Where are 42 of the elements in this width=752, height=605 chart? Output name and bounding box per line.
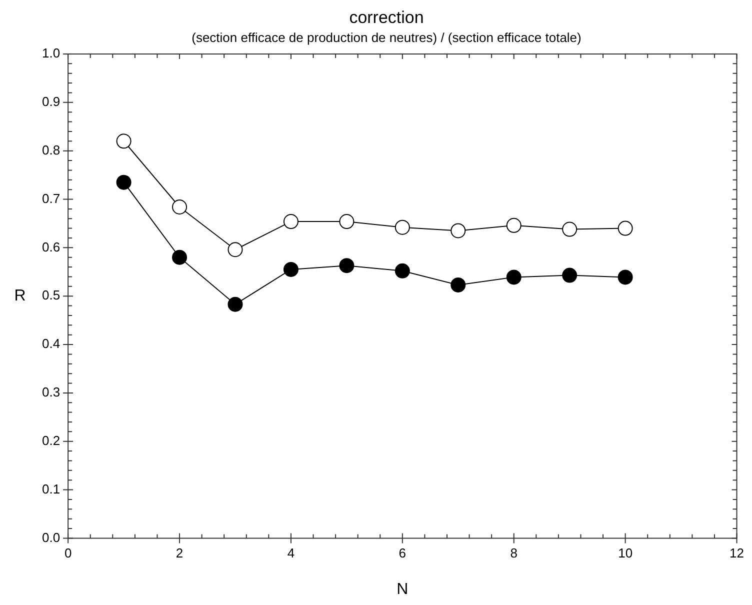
y-tick-label: 0.5 <box>42 288 60 303</box>
y-tick-label: 0.6 <box>42 239 60 254</box>
point <box>283 214 298 230</box>
point <box>228 242 243 258</box>
point <box>618 220 633 236</box>
point <box>339 214 354 230</box>
y-tick-label: 0.3 <box>42 384 60 400</box>
x-axis-title: N <box>396 580 408 598</box>
chart-title: correction <box>349 8 424 27</box>
point <box>506 270 522 285</box>
x-tick-label: 2 <box>176 546 184 561</box>
point <box>450 223 466 238</box>
point <box>339 258 354 274</box>
x-tick-label: 4 <box>287 546 295 561</box>
y-axis-title: R <box>14 288 26 305</box>
y-tick-label: 0.4 <box>42 336 60 352</box>
x-tick-label: 10 <box>618 546 633 561</box>
y-tick-label: 0.7 <box>42 190 60 206</box>
point <box>562 268 578 283</box>
point <box>116 174 132 190</box>
point <box>618 270 633 285</box>
point <box>172 200 188 215</box>
chart-subtitle: (section efficace de production de neutres) / (section efficace totale) <box>192 30 582 45</box>
y-tick-label: 0.0 <box>42 530 60 545</box>
point <box>283 262 298 277</box>
x-tick-label: 12 <box>730 546 744 561</box>
y-tick-label: 0.1 <box>42 481 60 496</box>
point <box>562 222 578 237</box>
point <box>172 250 188 265</box>
point <box>450 277 466 292</box>
y-tick-label: 0.2 <box>42 432 60 448</box>
x-tick-label: 6 <box>398 546 406 561</box>
point <box>394 220 410 235</box>
point <box>116 134 132 149</box>
point <box>228 296 243 312</box>
point <box>394 263 410 278</box>
point <box>506 218 522 233</box>
y-tick-label: 1.0 <box>42 46 60 61</box>
x-tick-label: 0 <box>64 546 72 561</box>
y-tick-label: 0.8 <box>42 142 60 158</box>
y-tick-label: 0.9 <box>42 94 60 109</box>
x-tick-label: 8 <box>510 546 518 561</box>
